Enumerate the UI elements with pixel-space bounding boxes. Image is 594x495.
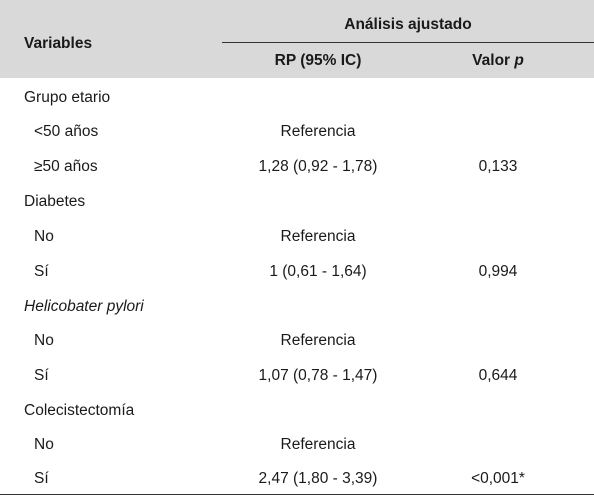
header-p-label: p <box>514 52 524 69</box>
section-label: Colecistectomía <box>24 402 135 419</box>
row-rp: Referencia <box>280 123 356 140</box>
row-rp: 1 (0,61 - 1,64) <box>269 263 367 280</box>
row-rp: 1,28 (0,92 - 1,78) <box>258 158 378 175</box>
row-label: ≥50 años <box>34 158 98 175</box>
section-label: Diabetes <box>24 193 86 210</box>
section-label: Helicobater pylori <box>24 298 144 315</box>
header-divider <box>222 42 594 43</box>
row-label: No <box>34 436 54 453</box>
row-p: <0,001* <box>471 470 525 487</box>
header-adjusted-analysis: Análisis ajustado <box>344 16 472 33</box>
section-label: Grupo etario <box>24 89 111 106</box>
row-p: 0,994 <box>478 263 518 280</box>
row-rp: Referencia <box>280 332 356 349</box>
header-valor-label: Valor <box>472 52 515 69</box>
header-variables: Variables <box>24 35 93 52</box>
row-label: No <box>34 228 54 245</box>
row-p: 0,644 <box>478 367 518 384</box>
row-label: Sí <box>34 470 49 487</box>
row-label: Sí <box>34 367 49 384</box>
table-header-background <box>0 0 594 78</box>
row-label: No <box>34 332 54 349</box>
row-rp: 2,47 (1,80 - 3,39) <box>258 470 378 487</box>
header-rp: RP (95% IC) <box>274 52 362 69</box>
row-rp: 1,07 (0,78 - 1,47) <box>258 367 378 384</box>
header-valor-p: Valor p <box>472 52 524 70</box>
row-rp: Referencia <box>280 436 356 453</box>
row-rp: Referencia <box>280 228 356 245</box>
row-label: Sí <box>34 263 49 280</box>
row-label: <50 años <box>34 123 99 140</box>
row-p: 0,133 <box>478 158 518 175</box>
